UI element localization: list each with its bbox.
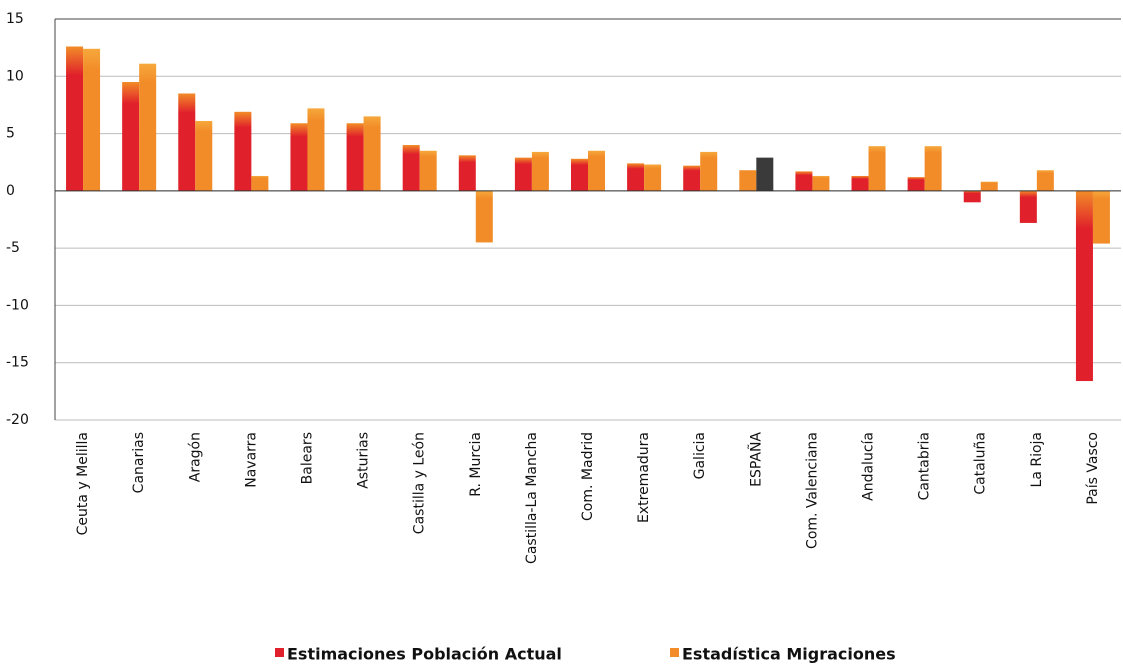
x-tick-label: Asturias [356,432,372,489]
bar [851,175,869,191]
bar [700,151,718,191]
y-tick-label: 10 [6,68,24,84]
y-tick-label: -15 [6,355,29,371]
bar [363,116,381,191]
bar [588,150,605,191]
bar [178,93,196,191]
y-tick-label: 15 [6,11,24,27]
x-tick-label: ESPAÑA [747,432,764,487]
bar [1019,190,1037,223]
x-tick-label: La Rioja [1029,432,1045,487]
bar [812,175,830,191]
bar [251,175,269,191]
x-tick-label: Balears [299,432,315,484]
y-tick-label: 5 [6,126,15,142]
bar [307,108,325,191]
bar [1092,190,1110,244]
x-tick-label: Ceuta y Melilla [75,432,91,535]
x-tick-label: Com. Valenciana [804,432,820,549]
x-tick-label: Aragón [187,432,203,482]
legend-swatch [670,648,679,657]
bar [795,171,813,191]
x-tick-label: Cataluña [973,432,989,495]
bar [907,177,925,191]
bar [419,150,437,191]
bar [139,63,157,191]
x-tick-label: Navarra [243,432,259,488]
bar [531,151,549,191]
bar [234,111,252,191]
x-tick-label: País Vasco [1085,432,1101,505]
x-tick-label: Castilla-La Mancha [524,432,540,564]
bar [683,165,701,191]
x-tick-label: Com. Madrid [580,432,596,521]
y-tick-label: -10 [6,297,29,313]
bar [122,82,140,191]
bar [514,157,532,191]
x-tick-label: Cantabria [917,432,933,500]
bar [963,190,981,203]
bar [195,120,213,191]
bar [402,145,420,191]
x-tick-label: Galicia [692,432,708,479]
legend-label: Estimaciones Población Actual [287,645,562,664]
bar [644,164,662,191]
bar [980,181,998,191]
bar [571,158,588,191]
bar [924,146,942,191]
y-tick-label: -5 [6,240,20,256]
legend-label: Estadística Migraciones [682,645,896,664]
legend-swatch [275,648,284,657]
bar [739,170,757,191]
bar [756,157,774,191]
x-tick-label: Extremadura [636,432,652,523]
x-tick-label: Castilla y León [412,432,428,534]
bar [66,46,84,191]
bar [627,163,645,191]
y-tick-label: 0 [6,183,15,199]
x-tick-label: Andalucía [861,432,877,501]
bar [868,146,886,191]
x-tick-label: R. Murcia [468,432,484,497]
bar [346,123,364,191]
bar [458,155,476,191]
bar [1075,190,1093,382]
bar [475,190,493,243]
bar [1036,170,1054,191]
bar [83,48,101,191]
bar [290,123,308,191]
x-tick-label: Canarias [131,432,147,493]
y-tick-label: -20 [6,412,29,428]
